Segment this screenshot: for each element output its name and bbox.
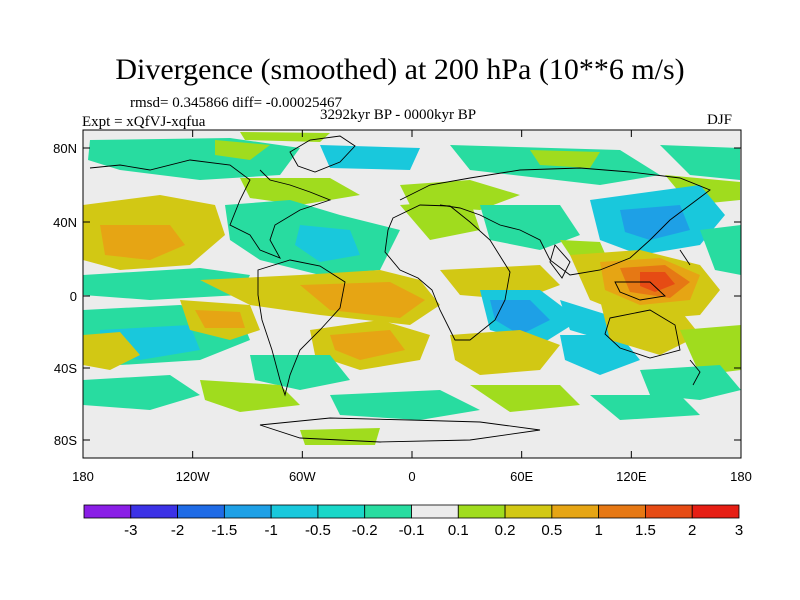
coastline [604, 309, 681, 359]
contour-field [83, 132, 741, 445]
colorbar-swatch [177, 504, 225, 519]
colorbar-swatch [364, 504, 412, 519]
colorbar-label: 0.5 [541, 522, 562, 539]
colorbar-swatch [504, 504, 553, 519]
coastlines [89, 135, 711, 443]
contour-region [620, 205, 690, 240]
colorbar-label: -2 [171, 522, 184, 539]
colorbar-swatch [223, 504, 272, 519]
contour-region [195, 310, 245, 328]
contour-region [83, 332, 140, 370]
colorbar-label: -0.2 [352, 522, 378, 539]
colorbar-label: -0.5 [305, 522, 331, 539]
coastline [259, 417, 541, 443]
colorbar-label: -1.5 [211, 522, 237, 539]
lat-tick-label: 0 [70, 289, 77, 304]
contour-region [330, 330, 405, 360]
contour-region [640, 365, 741, 400]
contour-region [680, 325, 741, 375]
lat-tick-label: 40N [53, 215, 77, 230]
colorbar-label: -1 [264, 522, 277, 539]
contour-region [640, 272, 675, 292]
coastline [689, 359, 701, 386]
plot-title: Divergence (smoothed) at 200 hPa (10**6 … [115, 53, 685, 86]
lon-tick-label: 180 [730, 469, 752, 484]
coastline [89, 159, 332, 259]
colorbar-swatch [270, 504, 319, 519]
contour-region [530, 150, 600, 168]
lon-tick-label: 60E [510, 469, 533, 484]
colorbar-label: 1 [594, 522, 602, 539]
colorbar-label: 0.1 [448, 522, 469, 539]
contour-region [200, 380, 300, 412]
coastline [399, 167, 711, 276]
contour-region [295, 225, 360, 262]
colorbar-swatch [598, 504, 646, 519]
latitude-axis: 80N 40N 0 40S 80S [53, 141, 741, 448]
coastline [384, 204, 511, 341]
season-label: DJF [707, 112, 733, 128]
contour-region [490, 300, 550, 335]
colorbar-swatch [691, 504, 740, 519]
contour-region [100, 225, 185, 260]
contour-region [250, 355, 350, 390]
contour-region [590, 395, 700, 420]
colorbar-label: 3 [735, 522, 743, 539]
coastline [679, 249, 691, 266]
contour-region [700, 225, 741, 275]
contour-region [300, 282, 425, 318]
colorbar-swatch [130, 504, 178, 519]
contour-region [480, 205, 580, 250]
contour-region [560, 335, 640, 375]
colorbar-swatch [411, 504, 459, 519]
colorbar-label: -0.1 [399, 522, 425, 539]
colorbar-swatch [457, 504, 506, 519]
coastline [614, 281, 666, 301]
lon-tick-label: 180 [72, 469, 94, 484]
contour-region [83, 268, 250, 300]
longitude-axis: 180 120W 60W 0 60E 120E 180 [72, 130, 752, 484]
stats-label: rmsd= 0.345866 diff= -0.00025467 [130, 95, 343, 111]
colorbar-swatch [645, 504, 693, 519]
contour-region [400, 180, 520, 210]
lon-tick-label: 0 [408, 469, 415, 484]
colorbar-label: -3 [124, 522, 137, 539]
contour-region [450, 330, 560, 375]
contour-region [330, 390, 480, 420]
lat-tick-label: 40S [54, 361, 77, 376]
contour-region [600, 300, 700, 355]
contour-region [240, 178, 360, 205]
contour-region [300, 428, 380, 445]
lat-tick-label: 80S [54, 433, 77, 448]
contour-region [83, 375, 200, 410]
colorbar-label: 2 [688, 522, 696, 539]
colorbar-swatch [83, 504, 132, 519]
lat-tick-label: 80N [53, 141, 77, 156]
contour-region [320, 145, 420, 170]
contour-region [400, 200, 480, 240]
lon-tick-label: 60W [289, 469, 316, 484]
contour-region [470, 385, 580, 412]
lon-tick-label: 120E [616, 469, 647, 484]
colorbar: -3 -2 -1.5 -1 -0.5 -0.2 -0.1 0.1 0.2 0.5 1 1.5 2 3 [83, 504, 743, 539]
coastline [289, 135, 356, 173]
contour-region [240, 132, 330, 142]
experiment-label: Expt = xQfVJ-xqfua [82, 114, 206, 130]
lon-tick-label: 120W [176, 469, 211, 484]
colorbar-swatch [317, 504, 366, 519]
coastline [257, 259, 346, 397]
contour-region [215, 140, 270, 160]
contour-region [660, 145, 740, 180]
colorbar-label: 0.2 [495, 522, 516, 539]
colorbar-label: 1.5 [635, 522, 656, 539]
period-label: 3292kyr BP - 0000kyr BP [320, 107, 477, 123]
coastline [549, 244, 571, 279]
colorbar-swatch [551, 504, 600, 519]
